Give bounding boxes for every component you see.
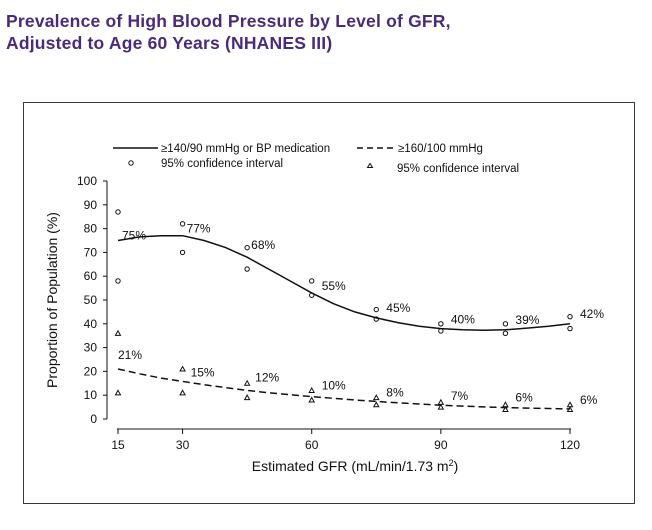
ci-lower-triangle-marker: [502, 405, 509, 412]
y-tick-label: 70: [84, 245, 98, 259]
y-tick-label: 30: [84, 341, 98, 355]
y-axis-title: Proportion of Population (%): [44, 212, 60, 388]
title-line-2: Adjusted to Age 60 Years (NHANES III): [6, 33, 333, 53]
data-label: 42%: [580, 307, 604, 321]
ci-upper-circle-marker: [115, 209, 121, 215]
y-tick-label: 0: [90, 412, 97, 426]
ci-upper-circle-marker: [309, 278, 315, 284]
ci-upper-triangle-marker: [243, 379, 251, 386]
x-tick-label: 30: [176, 438, 190, 452]
title-line-1: Prevalence of High Blood Pressure by Lev…: [6, 11, 451, 31]
ci-lower-circle-marker: [502, 330, 509, 337]
y-ticks: 0 10 20 30 40 50 60 70 80 90 100: [77, 174, 107, 426]
ci-upper-triangle-marker: [114, 329, 122, 336]
plot-area: 75% 77% 68% 55% 45% 40% 39% 42% 21% 15% 12% 10% 8% 7%…: [114, 209, 604, 412]
ci-lower-circle-marker: [309, 292, 315, 298]
x-tick-label: 60: [305, 438, 319, 452]
data-label: 75%: [122, 229, 146, 243]
x-axis-title: Estimated GFR (mL/min/1.73 m2): [252, 458, 459, 474]
data-label: 55%: [322, 279, 346, 293]
ci-lower-circle-marker: [438, 328, 444, 334]
ci-lower-circle-marker: [244, 266, 250, 272]
ci-upper-triangle-marker: [179, 365, 186, 372]
ci-lower-circle-marker: [373, 316, 379, 322]
x-tick-label: 90: [434, 438, 448, 452]
data-label: 8%: [386, 385, 404, 399]
legend: ≥140/90 mmHg or BP medication 95% confid…: [113, 143, 519, 175]
y-tick-label: 100: [77, 174, 97, 188]
ci-upper-circle-marker: [567, 313, 573, 320]
ci-upper-triangle-marker: [372, 394, 380, 401]
ci-lower-triangle-marker: [308, 396, 316, 403]
data-label: 68%: [251, 238, 275, 252]
data-label: 10%: [322, 379, 346, 393]
ci-lower-triangle-marker: [179, 389, 186, 396]
y-tick-label: 10: [84, 388, 98, 402]
legend-circle-marker: [128, 160, 134, 166]
ci-upper-circle-marker: [244, 244, 250, 251]
legend-series2-ci-label: 95% confidence interval: [397, 163, 519, 175]
x-ticks: 15 30 60 90 120: [111, 429, 580, 452]
x-tick-label: 15: [111, 438, 125, 452]
chart-frame: [23, 102, 635, 504]
data-label: 39%: [515, 313, 539, 327]
data-label: 6%: [515, 391, 533, 405]
ci-upper-circle-marker: [179, 221, 186, 227]
ci-upper-circle-marker: [438, 321, 444, 327]
data-label: 12%: [255, 370, 279, 384]
blank-patch: [514, 14, 624, 40]
data-label: 7%: [451, 389, 469, 403]
ci-upper-circle-marker: [373, 306, 379, 313]
legend-series1-ci-label: 95% confidence interval: [161, 158, 283, 170]
ci-lower-circle-marker: [179, 249, 186, 256]
y-tick-label: 80: [84, 222, 98, 236]
x-axis-title-superscript: 2: [449, 458, 454, 468]
ci-upper-circle-marker: [502, 321, 509, 327]
y-tick-label: 90: [84, 198, 98, 212]
y-tick-label: 40: [84, 317, 98, 331]
legend-triangle-marker: [366, 162, 374, 168]
ci-upper-triangle-marker: [308, 386, 316, 393]
ci-lower-circle-marker: [567, 325, 573, 332]
y-tick-label: 20: [84, 364, 98, 378]
series-line-160-100: [117, 368, 571, 410]
data-label: 6%: [580, 393, 598, 407]
series-line-140-90: [117, 234, 571, 331]
ci-lower-triangle-marker: [243, 394, 251, 401]
ci-lower-triangle-marker: [372, 401, 380, 408]
data-label: 40%: [451, 313, 475, 327]
y-tick-label: 50: [84, 293, 98, 307]
ci-lower-triangle-marker: [566, 405, 574, 412]
ci-lower-circle-marker: [115, 278, 121, 284]
data-label: 15%: [191, 365, 215, 379]
chart-title: Prevalence of High Blood Pressure by Lev…: [6, 10, 451, 54]
x-tick-label: 120: [560, 438, 580, 452]
legend-series2-label: ≥160/100 mmHg: [398, 143, 483, 155]
ci-lower-triangle-marker: [437, 403, 445, 410]
y-tick-label: 60: [84, 269, 98, 283]
ci-lower-triangle-marker: [114, 389, 122, 396]
data-label: 21%: [118, 348, 142, 362]
data-label: 45%: [386, 301, 410, 315]
data-label: 77%: [187, 222, 211, 236]
x-axis-title-suffix: ): [454, 458, 459, 474]
legend-series1-label: ≥140/90 mmHg or BP medication: [161, 143, 330, 155]
